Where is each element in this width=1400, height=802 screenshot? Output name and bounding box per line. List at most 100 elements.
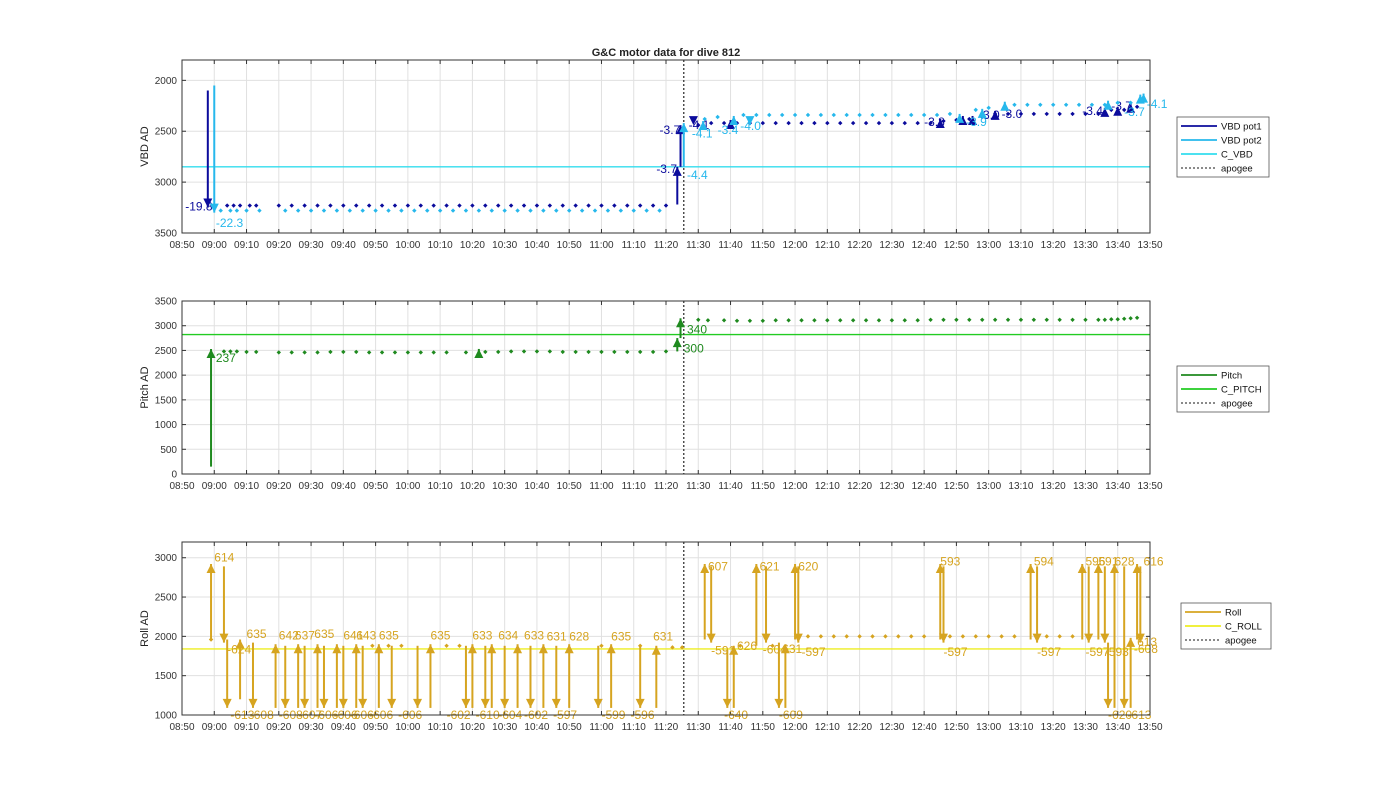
- move-label: -22.3: [216, 216, 244, 230]
- x-tick-label: 09:50: [363, 240, 388, 251]
- data-point: [1109, 317, 1114, 322]
- x-tick-label: 10:50: [557, 722, 582, 733]
- data-point: [1134, 315, 1140, 321]
- data-point: [560, 203, 565, 208]
- data-point: [1057, 111, 1062, 117]
- move-arrowhead: [706, 633, 716, 643]
- x-tick-label: 12:30: [879, 722, 904, 733]
- data-point: [302, 350, 307, 355]
- move-arrowhead: [672, 338, 682, 348]
- move-arrowhead: [461, 698, 471, 708]
- x-tick-label: 09:20: [266, 240, 291, 251]
- move-arrowhead: [413, 698, 423, 708]
- move-label: 628: [1115, 555, 1135, 569]
- move-arrowhead: [271, 644, 281, 654]
- move-label: -4.1: [1147, 97, 1168, 111]
- move-label: -3.7: [656, 162, 677, 176]
- data-point: [909, 634, 914, 639]
- move-arrowhead: [1119, 698, 1129, 708]
- move-arrowhead: [745, 116, 755, 126]
- data-point: [541, 208, 546, 213]
- data-point: [1083, 317, 1088, 322]
- data-point: [696, 122, 701, 128]
- data-point: [334, 208, 340, 213]
- data-point: [1096, 317, 1101, 322]
- data-point: [612, 203, 617, 208]
- move-arrowhead: [1139, 93, 1149, 103]
- data-point: [1121, 316, 1127, 321]
- x-tick-label: 13:30: [1073, 240, 1098, 251]
- data-point: [902, 318, 907, 323]
- x-tick-label: 13:50: [1137, 722, 1162, 733]
- x-tick-label: 11:50: [751, 722, 776, 733]
- move-label: -593: [1105, 645, 1129, 659]
- data-point: [567, 208, 572, 213]
- data-point: [489, 208, 494, 213]
- move-label: -597: [943, 645, 967, 659]
- data-point: [1128, 316, 1133, 321]
- move-label: 641: [343, 629, 363, 643]
- data-point: [844, 112, 849, 118]
- data-point: [254, 349, 259, 355]
- x-tick-label: 09:40: [331, 481, 356, 492]
- move-label: 637: [295, 629, 315, 643]
- move-label: 631: [782, 642, 802, 656]
- data-point: [625, 203, 630, 208]
- y-tick-label: 2500: [155, 346, 178, 357]
- move-arrowhead: [635, 698, 645, 708]
- x-tick-label: 09:50: [363, 722, 388, 733]
- data-point: [670, 645, 675, 650]
- data-point: [696, 317, 701, 322]
- data-point: [418, 203, 423, 208]
- legend-entry: C_ROLL: [1225, 622, 1262, 633]
- data-point: [534, 203, 540, 208]
- x-tick-label: 09:10: [234, 722, 259, 733]
- data-point: [1005, 111, 1011, 117]
- x-tick-label: 09:00: [202, 722, 227, 733]
- x-tick-label: 09:00: [202, 240, 227, 251]
- x-tick-label: 10:40: [524, 722, 549, 733]
- data-point: [818, 634, 824, 639]
- data-point: [650, 349, 656, 355]
- x-tick-label: 11:00: [589, 240, 614, 251]
- data-point: [625, 349, 630, 355]
- data-point: [825, 318, 830, 323]
- legend-entry: apogee: [1225, 636, 1257, 647]
- data-point: [896, 112, 901, 118]
- move-label: 634: [498, 629, 518, 643]
- move-label: 635: [430, 629, 450, 643]
- move-label: -591: [711, 644, 735, 658]
- data-point: [1038, 102, 1043, 107]
- data-point: [1044, 111, 1049, 117]
- series-vbd-pot1: -19.8-3.7-3.7 -4.1 -3.8-3.0 -3.0 -3.4 -3.7: [185, 90, 1140, 214]
- move-arrowhead: [729, 645, 739, 655]
- move-arrowhead: [606, 644, 616, 654]
- data-point: [560, 349, 565, 355]
- x-tick-label: 10:00: [395, 240, 420, 251]
- x-tick-label: 13:40: [1105, 722, 1130, 733]
- x-tick-label: 08:50: [169, 481, 194, 492]
- x-tick-label: 12:30: [879, 240, 904, 251]
- data-point: [909, 112, 914, 118]
- data-point: [247, 203, 252, 208]
- x-tick-label: 12:00: [783, 722, 808, 733]
- move-label: 628: [569, 629, 589, 643]
- data-point: [508, 349, 514, 354]
- move-arrowhead: [676, 318, 686, 328]
- legend-entry: C_PITCH: [1221, 385, 1262, 396]
- data-point: [850, 318, 856, 323]
- move-arrowhead: [729, 115, 739, 125]
- axes-box: [181, 300, 1151, 475]
- x-tick-label: 12:10: [815, 722, 840, 733]
- data-point: [986, 634, 991, 639]
- move-label: 594: [1034, 555, 1054, 569]
- y-tick-label: 2500: [155, 593, 178, 604]
- move-label: 621: [760, 559, 780, 573]
- x-tick-label: 12:50: [944, 481, 969, 492]
- data-point: [850, 120, 856, 126]
- data-point: [1044, 634, 1049, 639]
- x-tick-label: 10:30: [492, 722, 517, 733]
- x-tick-label: 13:00: [976, 481, 1001, 492]
- move-arrowhead: [280, 698, 290, 708]
- data-point: [244, 208, 249, 213]
